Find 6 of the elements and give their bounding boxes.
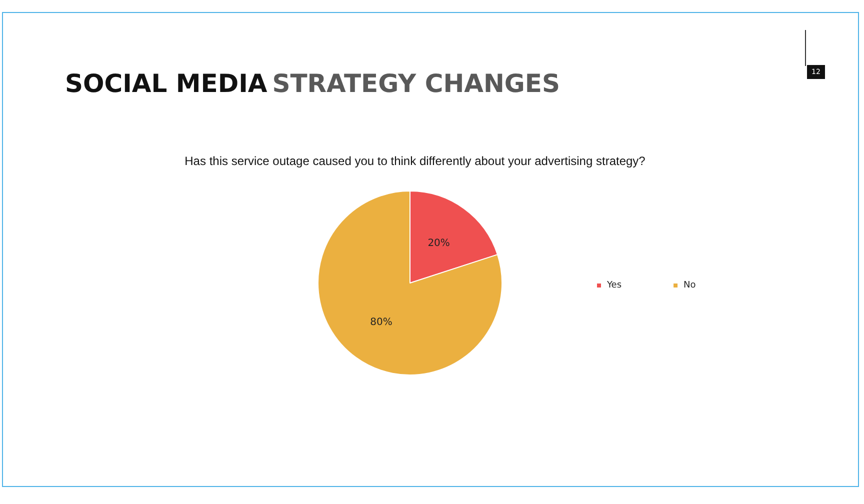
- legend-label: No: [684, 280, 696, 290]
- chart-title: SOCIAL MEDIA STRATEGY CHANGES: [65, 69, 560, 98]
- data-label: 20%: [428, 238, 450, 249]
- data-label: 80%: [370, 317, 392, 328]
- legend-label: Yes: [606, 280, 622, 290]
- chart-subtitle: Has this service outage caused you to think differently about your advertising strategy?: [184, 154, 646, 168]
